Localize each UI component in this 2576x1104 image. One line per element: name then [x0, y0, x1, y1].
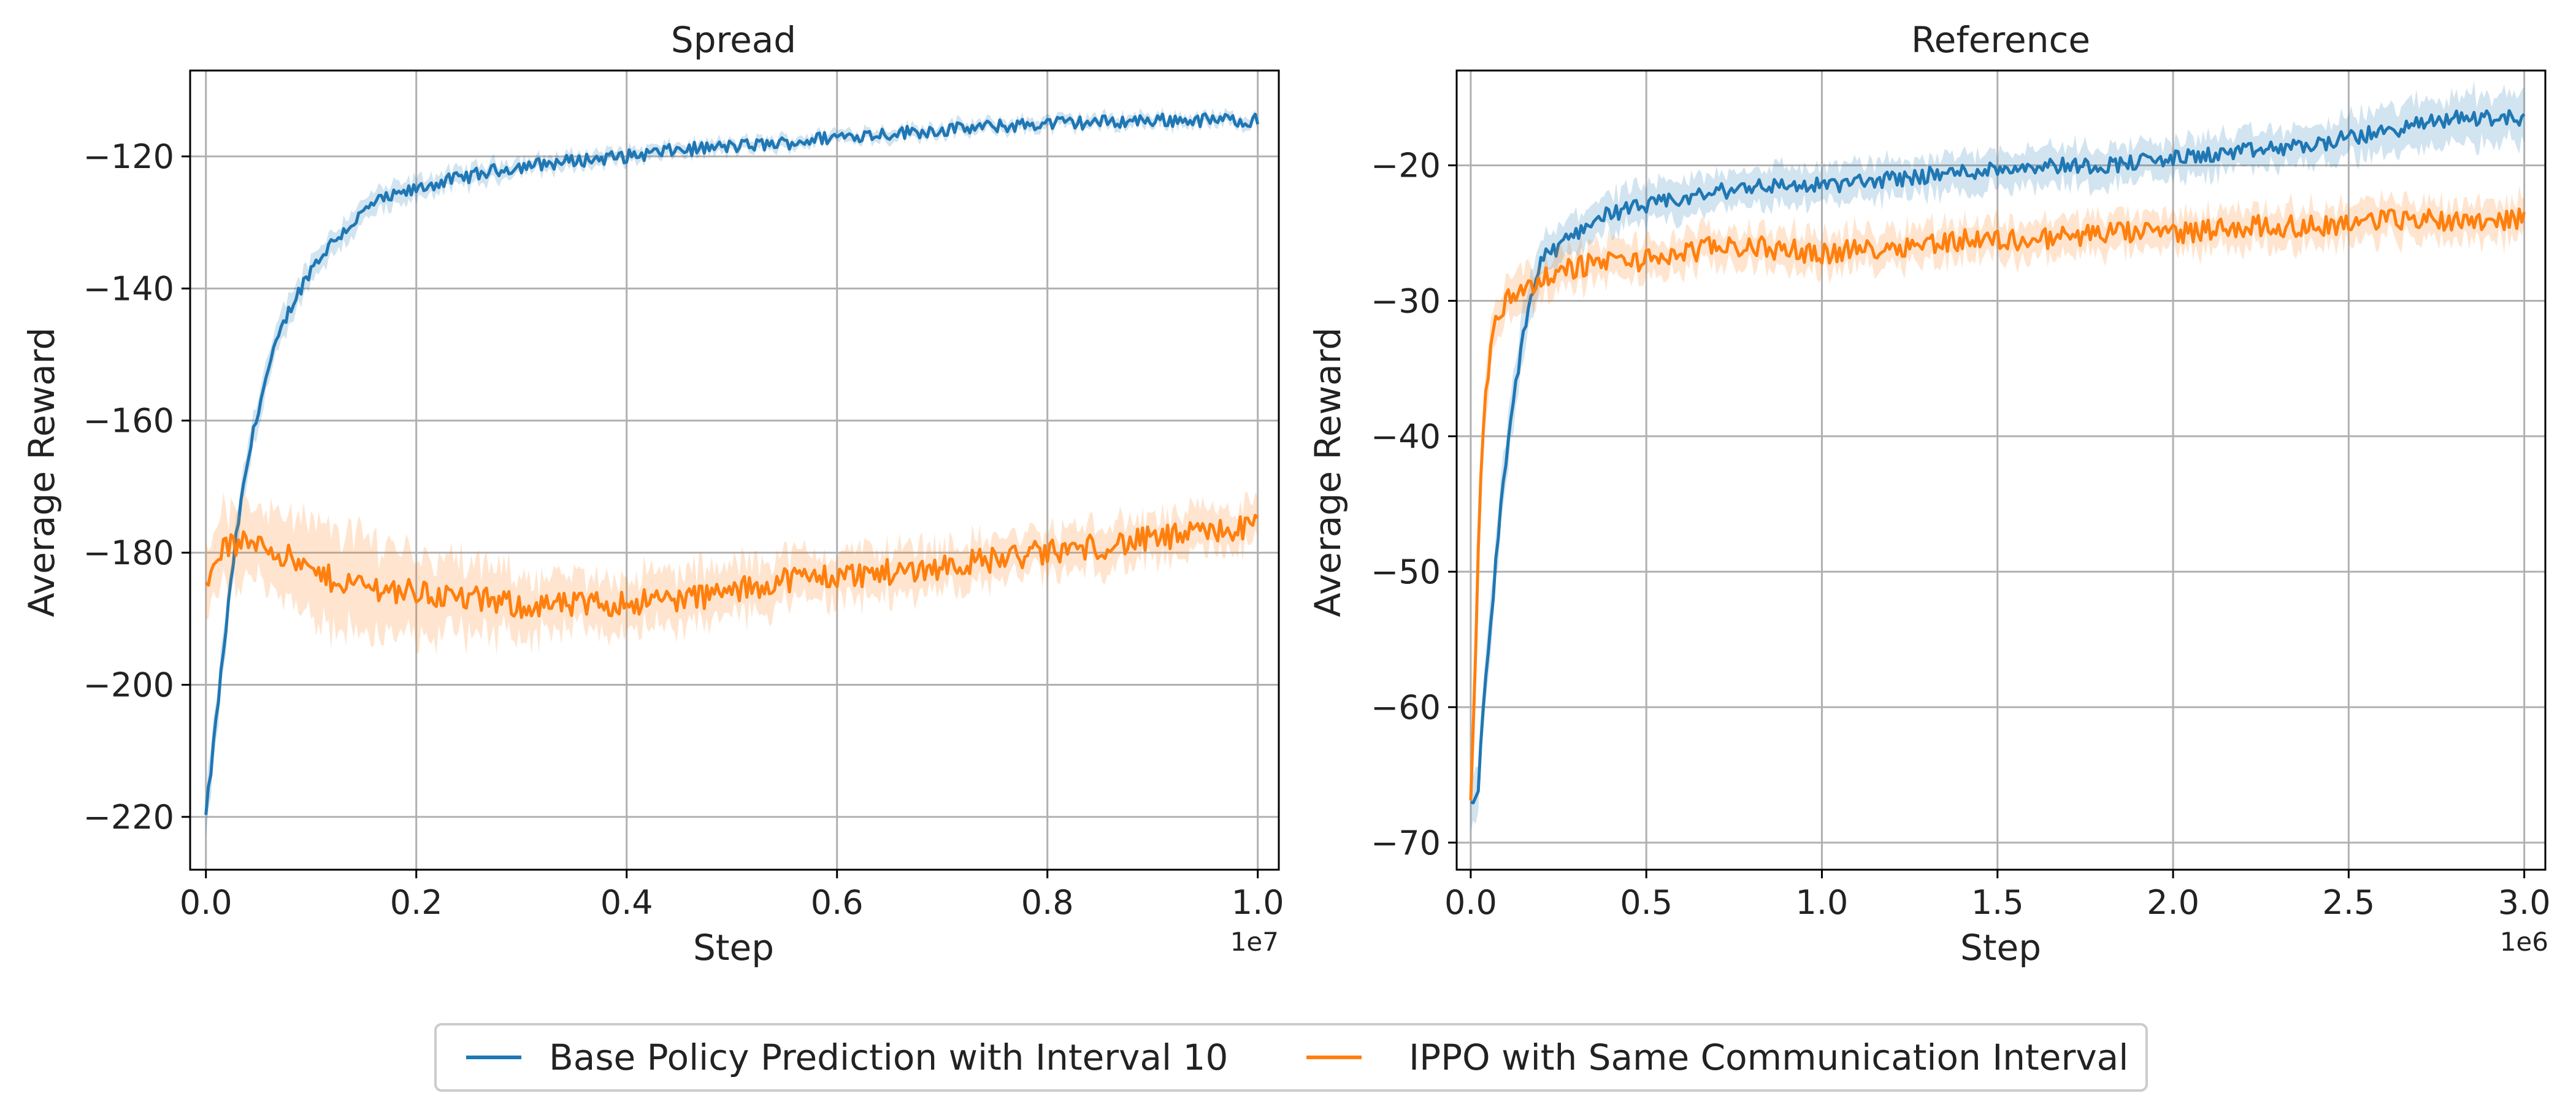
reference-y-tick-label: −40 — [1371, 417, 1441, 456]
spread-x-tick-label: 0.6 — [811, 883, 864, 922]
reference-base-policy-line — [1470, 109, 2526, 805]
reference-plot-background — [1457, 71, 2545, 870]
legend-label-ippo: IPPO with Same Communication Interval — [1409, 1037, 2128, 1078]
spread-y-tick-label: −220 — [83, 798, 174, 837]
reference-y-tick-label: −50 — [1371, 553, 1441, 591]
reference-x-multiplier: 1e6 — [2500, 927, 2548, 957]
spread-y-tick-label: −140 — [83, 269, 174, 308]
spread-y-tick-label: −200 — [83, 665, 174, 704]
reference-base-policy-variance-band — [1470, 80, 2524, 832]
spread-y-tick-label: −120 — [83, 137, 174, 176]
reference-title: Reference — [1911, 19, 2090, 61]
spread-xlabel: Step — [693, 927, 774, 968]
reference-panel: Reference Step Average Reward 1e6 0.0 0.5… — [1307, 19, 2551, 968]
reference-x-tick-label: 1.5 — [1971, 883, 2024, 922]
reference-x-tick-label: 0.5 — [1620, 883, 1673, 922]
legend: Base Policy Prediction with Interval 10 … — [434, 1023, 2148, 1092]
spread-title: Spread — [671, 19, 796, 61]
spread-x-tick-label: 1.0 — [1232, 883, 1284, 922]
reference-x-tick-label: 1.0 — [1796, 883, 1849, 922]
reference-axes-frame — [1455, 69, 2547, 871]
spread-x-multiplier: 1e7 — [1230, 927, 1279, 957]
reference-y-tick-label: −60 — [1371, 688, 1441, 727]
spread-x-tick-label: 0.2 — [390, 883, 443, 922]
spread-ylabel: Average Reward — [21, 328, 63, 618]
spread-plot-area — [190, 71, 1279, 870]
spread-axes-frame — [189, 69, 1280, 871]
reference-y-tick-label: −30 — [1371, 282, 1441, 320]
spread-ippo-line — [204, 513, 1259, 619]
spread-base-policy-line — [204, 112, 1260, 815]
reference-ylabel: Average Reward — [1307, 328, 1349, 618]
reference-ippo-line — [1469, 207, 2526, 801]
spread-panel: Spread Step Average Reward 1e7 0.0 0.2 0.4… — [21, 19, 1284, 968]
spread-plot-background — [190, 71, 1279, 870]
reference-x-tick-label: 2.0 — [2147, 883, 2199, 922]
spread-x-tick-label: 0.4 — [600, 883, 653, 922]
reference-y-tick-label: −70 — [1371, 824, 1441, 862]
legend-frame — [434, 1023, 2148, 1092]
spread-y-tick-label: −180 — [83, 534, 174, 572]
reference-x-tick-label: 3.0 — [2498, 883, 2551, 922]
reference-xlabel: Step — [1960, 927, 2041, 968]
reference-y-tick-label: −20 — [1371, 147, 1441, 185]
spread-y-tick-label: −160 — [83, 402, 174, 440]
reference-plot-area — [1457, 71, 2545, 870]
reference-x-tick-label: 0.0 — [1444, 883, 1497, 922]
reference-x-tick-label: 2.5 — [2322, 883, 2375, 922]
spread-x-tick-label: 0.0 — [180, 883, 232, 922]
spread-ippo-variance-band — [205, 490, 1258, 656]
legend-label-base-policy: Base Policy Prediction with Interval 10 — [549, 1037, 1228, 1078]
spread-x-tick-label: 0.8 — [1021, 883, 1074, 922]
